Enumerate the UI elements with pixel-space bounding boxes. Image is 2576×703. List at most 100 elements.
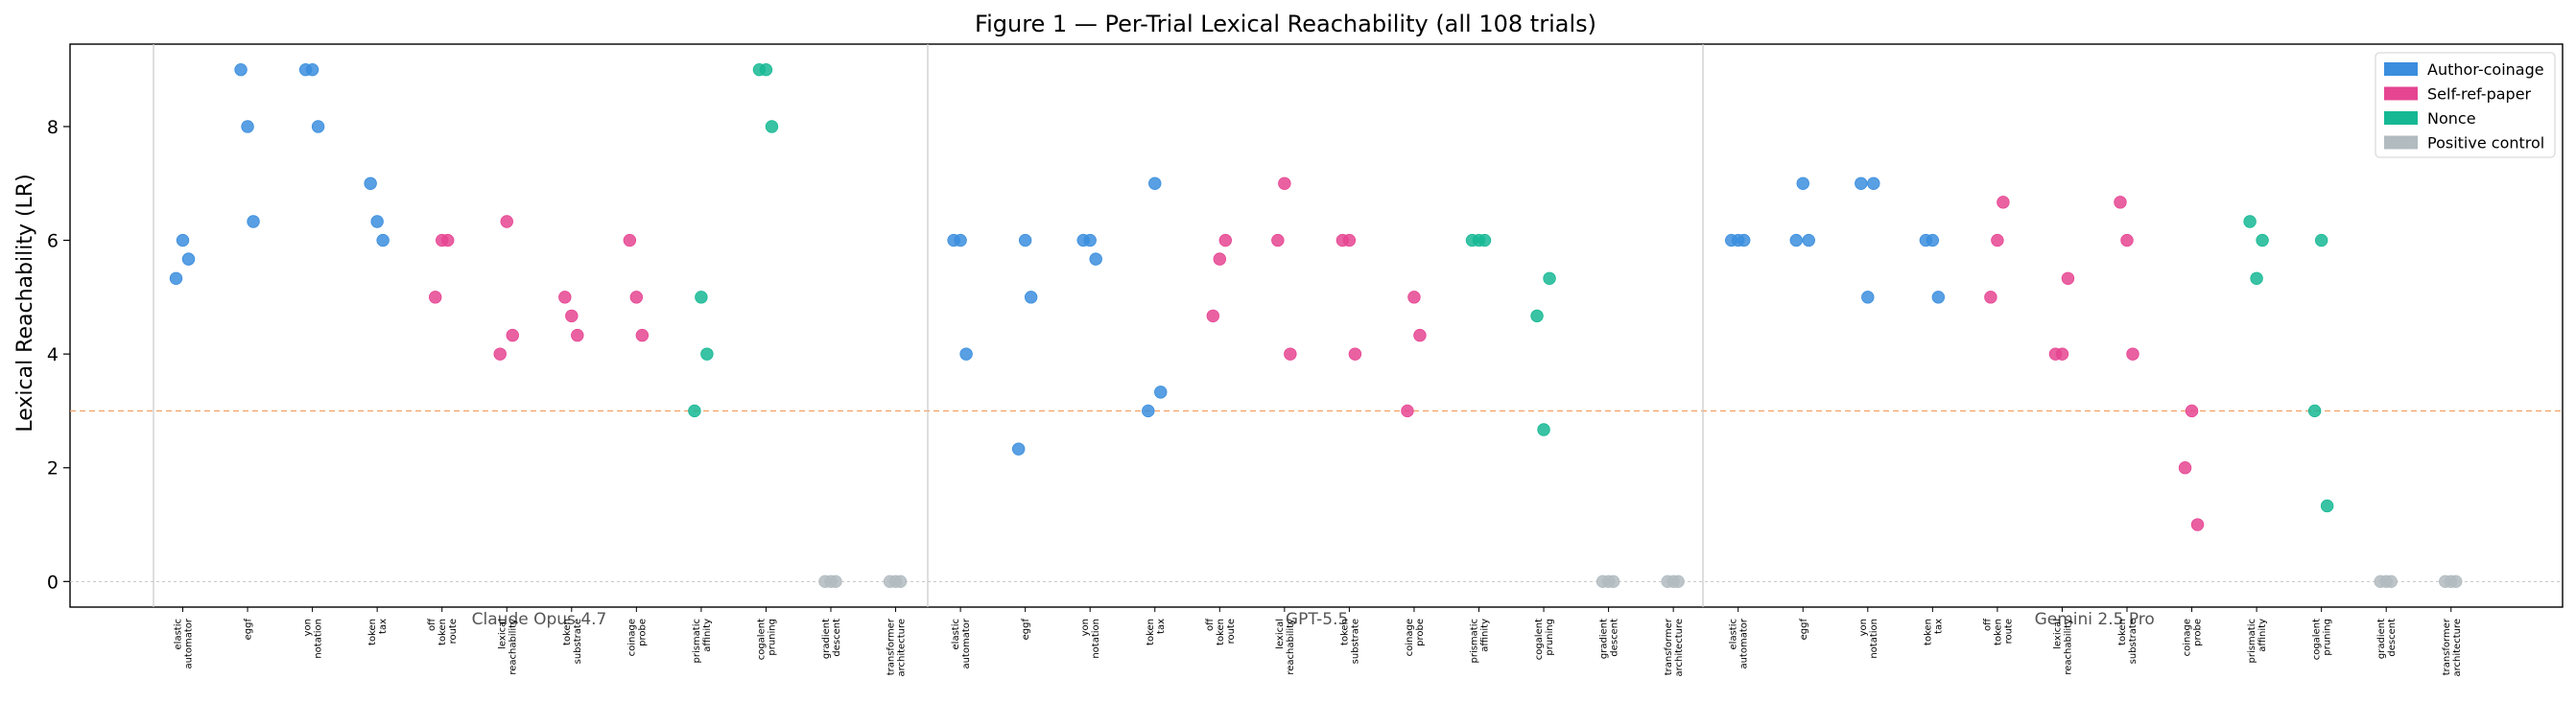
data-point [441, 233, 455, 247]
data-point [1206, 309, 1220, 323]
x-tick-label: lexicalreachability [2052, 619, 2073, 675]
data-point [1855, 176, 1868, 190]
data-point [241, 120, 254, 133]
data-point [1984, 291, 1997, 304]
data-point [370, 215, 384, 228]
x-tick-label: cogalentpruning [1534, 619, 1555, 660]
x-tick-label: eggf [244, 619, 254, 641]
data-point [1997, 196, 2010, 209]
data-point [1926, 233, 1940, 247]
x-tick-label: eggf [1799, 619, 1809, 641]
legend-swatch [2384, 135, 2418, 150]
data-point [311, 120, 325, 133]
x-tick-label: tokensubstrate [1339, 619, 1360, 664]
data-point [169, 271, 183, 285]
x-tick-label: offtokenroute [1205, 618, 1237, 645]
data-point [1537, 423, 1550, 436]
x-tick-label: yonnotation [1080, 619, 1101, 659]
data-point [558, 291, 572, 304]
x-tick-label: lexicalreachability [497, 619, 518, 675]
data-point [688, 404, 701, 418]
x-tick-label: prismaticaffinity [692, 619, 713, 664]
data-point [1024, 291, 1038, 304]
data-point [2307, 404, 2322, 418]
data-point [1213, 252, 1227, 266]
data-point [2114, 196, 2127, 209]
group-label: Claude Opus 4.7 [472, 610, 607, 629]
data-point [500, 215, 513, 228]
data-point [1477, 233, 1492, 247]
data-point [1148, 176, 1162, 190]
legend-swatch [2384, 111, 2418, 125]
data-point [376, 233, 390, 247]
data-point [1284, 347, 1297, 361]
data-point [1802, 233, 1815, 247]
x-tick-label: tokentax [1146, 619, 1167, 645]
data-point [493, 347, 507, 361]
data-point [2314, 233, 2328, 247]
data-point [2449, 574, 2463, 589]
data-point [1407, 291, 1421, 304]
x-tick-label: transformerarchitecture [2442, 618, 2463, 676]
x-tick-label: cogalentpruning [2312, 619, 2333, 660]
data-point [954, 233, 967, 247]
data-point [2190, 518, 2205, 531]
x-tick-label: elasticautomator [174, 618, 195, 668]
data-point [247, 215, 260, 228]
data-point [2178, 461, 2192, 475]
data-point [1931, 291, 1946, 304]
x-tick-label: offtokenroute [427, 618, 459, 645]
data-point [2061, 271, 2075, 285]
data-point [571, 328, 584, 342]
data-point [1348, 347, 1362, 361]
data-point [565, 309, 579, 323]
data-point [1861, 291, 1875, 304]
plot-frame [69, 43, 2564, 608]
x-tick-label: coinageprobe [626, 619, 648, 656]
x-tick-label: yonnotation [1858, 619, 1879, 659]
legend-entry-label: Nonce [2427, 109, 2476, 128]
data-point [1991, 233, 2004, 247]
x-tick-label: prismaticaffinity [2247, 619, 2268, 664]
data-point [959, 347, 973, 361]
data-point [1154, 386, 1168, 399]
data-point [1278, 176, 1291, 190]
x-tick-label: gradientdescent [821, 619, 842, 659]
data-point [1737, 233, 1751, 247]
x-tick-label: tokensubstrate [562, 619, 583, 664]
data-point [506, 328, 519, 342]
y-tick-label: 8 [47, 117, 59, 138]
data-point [695, 291, 708, 304]
data-point [765, 120, 779, 133]
data-point [2055, 347, 2069, 361]
data-point [1089, 252, 1102, 266]
data-point [1796, 176, 1809, 190]
x-tick-label: lexicalreachability [1275, 619, 1296, 675]
data-point [2320, 499, 2334, 513]
data-point [1671, 574, 1685, 589]
chart-title: Figure 1 — Per-Trial Lexical Reachabilit… [975, 11, 1596, 37]
data-point [1142, 404, 1155, 418]
x-tick-label: cogalentpruning [756, 619, 777, 660]
data-point [1401, 404, 1414, 418]
data-point [1271, 233, 1285, 247]
data-point [305, 62, 319, 77]
y-tick-label: 0 [47, 572, 59, 593]
y-tick-label: 4 [47, 344, 59, 365]
x-tick-label: tokentax [367, 619, 389, 645]
data-point [1218, 233, 1233, 247]
data-point [429, 291, 442, 304]
data-point [2185, 404, 2199, 418]
data-point [2384, 574, 2398, 589]
data-point [1413, 328, 1427, 342]
y-axis-label: Lexical Reachability (LR) [13, 174, 37, 432]
legend-entry-label: Self-ref-paper [2427, 85, 2532, 104]
group-label: Gemini 2.5 Pro [2035, 610, 2155, 629]
y-tick-label: 6 [47, 231, 59, 252]
x-tick-label: tokentax [1923, 619, 1944, 645]
x-tick-label: gradientdescent [2376, 619, 2398, 659]
group-label: GPT-5.5 [1286, 610, 1348, 629]
data-point [1606, 574, 1620, 589]
x-tick-label: eggf [1021, 619, 1031, 641]
